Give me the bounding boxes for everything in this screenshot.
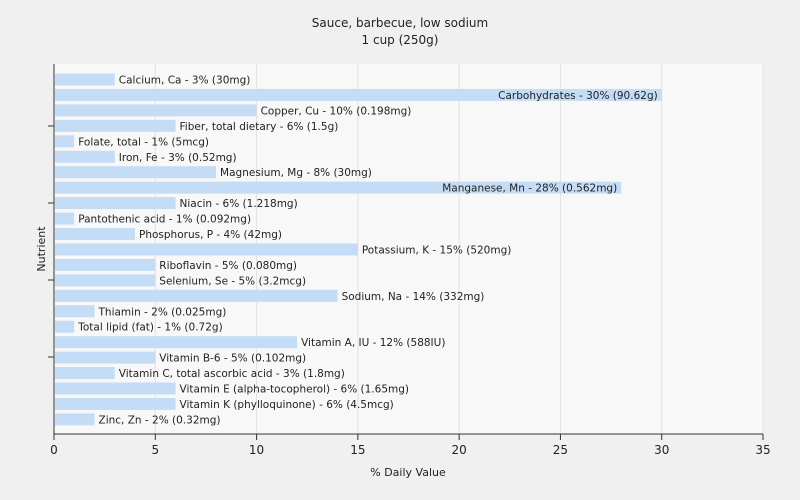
bar-label: Phosphorus, P - 4% (42mg) [139, 229, 282, 241]
bar-label: Vitamin C, total ascorbic acid - 3% (1.8… [119, 368, 345, 380]
x-tick-label: 15 [350, 443, 365, 457]
bar-label: Pantothenic acid - 1% (0.092mg) [78, 214, 251, 226]
bar-label: Vitamin E (alpha-tocopherol) - 6% (1.65m… [180, 384, 409, 396]
x-tick-label: 35 [755, 443, 770, 457]
bar [55, 212, 75, 225]
x-tick-label: 0 [50, 443, 58, 457]
bar [55, 336, 298, 349]
bar [55, 119, 176, 132]
bar-label: Carbohydrates - 30% (90.62g) [498, 90, 658, 102]
x-tick-label: 10 [249, 443, 264, 457]
bar [55, 181, 622, 194]
bar [55, 397, 176, 410]
bar-label: Magnesium, Mg - 8% (30mg) [220, 167, 372, 179]
bar-label: Manganese, Mn - 28% (0.562mg) [442, 183, 617, 195]
bar-label: Copper, Cu - 10% (0.198mg) [261, 105, 412, 117]
bar [55, 413, 95, 426]
bar-label: Total lipid (fat) - 1% (0.72g) [77, 322, 222, 334]
x-axis-ticks: 0 5 10 15 20 25 30 35 [50, 434, 771, 457]
bar-label: Iron, Fe - 3% (0.52mg) [119, 152, 237, 164]
bar [55, 73, 115, 86]
bar [55, 305, 95, 318]
bar-label: Potassium, K - 15% (520mg) [362, 244, 512, 256]
y-axis-label: Nutrient [35, 226, 48, 272]
bar-label: Folate, total - 1% (5mcg) [78, 136, 209, 148]
bar-label: Thiamin - 2% (0.025mg) [98, 306, 227, 318]
bar-label: Calcium, Ca - 3% (30mg) [119, 75, 251, 87]
bar [55, 289, 338, 302]
bar-label: Fiber, total dietary - 6% (1.5g) [180, 121, 339, 133]
bar [55, 150, 115, 163]
bar-label: Niacin - 6% (1.218mg) [180, 198, 298, 210]
bar [55, 197, 176, 210]
bar-label: Sodium, Na - 14% (332mg) [342, 291, 485, 303]
x-tick-label: 30 [654, 443, 669, 457]
bar [55, 243, 358, 256]
bar [55, 351, 156, 364]
bar [55, 274, 156, 287]
bar [55, 166, 217, 179]
bar [55, 135, 75, 148]
bar [55, 382, 176, 395]
bar-label: Riboflavin - 5% (0.080mg) [159, 260, 297, 272]
y-axis-ticks [48, 125, 54, 358]
bar-label: Selenium, Se - 5% (3.2mcg) [159, 275, 306, 287]
bar [55, 104, 257, 117]
bar [55, 228, 136, 240]
bar [55, 367, 115, 380]
bar [55, 88, 662, 101]
bar-label: Zinc, Zn - 2% (0.32mg) [99, 414, 221, 426]
bars [55, 73, 662, 426]
bar-label: Vitamin B-6 - 5% (0.102mg) [159, 353, 306, 365]
bar-labels: Calcium, Ca - 3% (30mg) Carbohydrates - 3… [77, 75, 657, 427]
x-tick-label: 20 [452, 443, 467, 457]
x-tick-label: 5 [151, 443, 159, 457]
bar-label: Vitamin A, IU - 12% (588IU) [301, 337, 445, 349]
x-axis-label: % Daily Value [370, 466, 446, 479]
chart-title: Sauce, barbecue, low sodium [312, 16, 488, 30]
bar-label: Vitamin K (phylloquinone) - 6% (4.5mcg) [180, 399, 394, 411]
x-tick-label: 25 [553, 443, 568, 457]
bar [55, 258, 156, 271]
chart-subtitle: 1 cup (250g) [362, 33, 439, 47]
bar [55, 320, 75, 333]
